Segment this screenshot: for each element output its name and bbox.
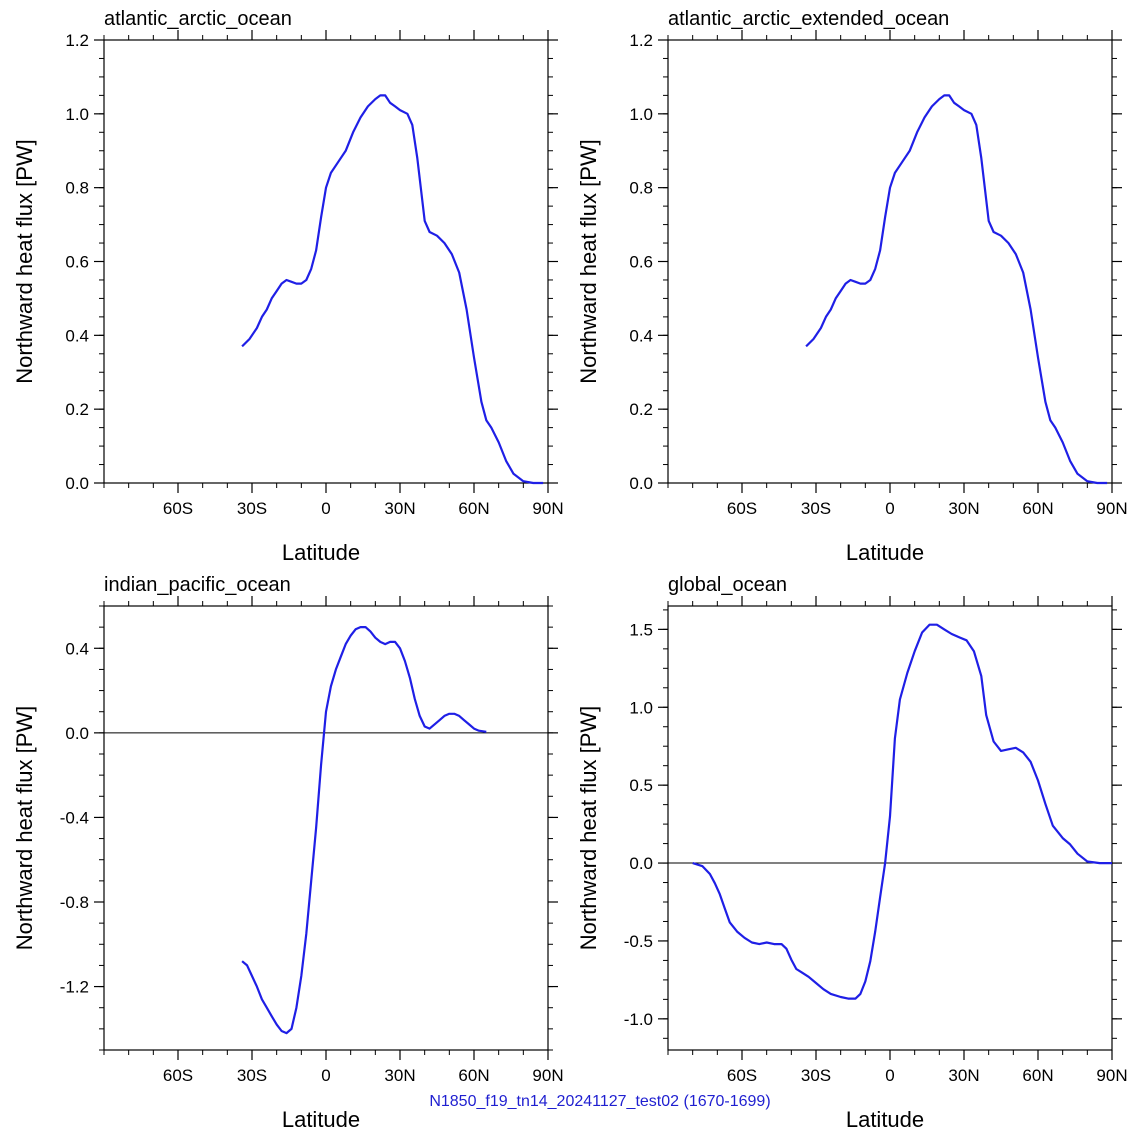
y-tick-label: 1.0 — [629, 698, 653, 717]
x-tick-label: 90N — [1096, 1066, 1127, 1085]
x-tick-label: 60N — [458, 1066, 489, 1085]
y-tick-label: 0.4 — [65, 326, 89, 345]
x-tick-label: 90N — [1096, 499, 1127, 518]
y-tick-label: -1.0 — [624, 1010, 653, 1029]
y-axis-label: Northward heat flux [PW] — [576, 139, 601, 384]
x-tick-label: 60S — [727, 499, 757, 518]
x-tick-label: 0 — [321, 1066, 330, 1085]
footer-caption: N1850_f19_tn14_20241127_test02 (1670-169… — [429, 1093, 770, 1110]
x-tick-label: 30S — [237, 499, 267, 518]
x-tick-label: 90N — [532, 499, 563, 518]
y-tick-label: 1.0 — [629, 105, 653, 124]
y-tick-label: 0.4 — [629, 326, 653, 345]
y-tick-label: 1.5 — [629, 620, 653, 639]
y-tick-label: 0.8 — [629, 179, 653, 198]
x-tick-label: 30S — [237, 1066, 267, 1085]
y-tick-label: 0.0 — [629, 854, 653, 873]
y-axis-label: Northward heat flux [PW] — [12, 706, 37, 951]
y-tick-label: 0.6 — [629, 253, 653, 272]
y-tick-label: 0.4 — [65, 639, 89, 658]
x-tick-label: 60S — [163, 499, 193, 518]
plot-frame — [103, 39, 549, 484]
y-tick-label: 0.0 — [65, 474, 89, 493]
y-tick-label: 1.2 — [65, 31, 89, 50]
x-tick-label: 0 — [885, 499, 894, 518]
y-tick-label: 0.2 — [629, 400, 653, 419]
chart-panel-atlantic-arctic-extended: 60S 30S 0 30N 60N 90N 0.0 0.2 0.4 0.6 0.8 1.0 1.2 atl… — [576, 8, 1128, 565]
x-axis-label: Latitude — [282, 540, 360, 565]
x-tick-label: 30S — [801, 1066, 831, 1085]
plot-frame — [103, 605, 549, 1051]
x-tick-label: 30N — [384, 499, 415, 518]
y-tick-label: -0.8 — [60, 893, 89, 912]
y-tick-label: 0.0 — [65, 724, 89, 743]
heat-flux-series-line — [241, 626, 487, 1035]
panel-title: atlantic_arctic_extended_ocean — [668, 8, 949, 30]
panel-title: indian_pacific_ocean — [104, 574, 291, 596]
x-tick-label: 30S — [801, 499, 831, 518]
y-tick-label: 0.0 — [629, 474, 653, 493]
heat-flux-series-line — [805, 94, 1108, 485]
y-tick-label: 0.2 — [65, 400, 89, 419]
y-tick-label: 0.5 — [629, 776, 653, 795]
x-tick-label: 60S — [727, 1066, 757, 1085]
panel-title: global_ocean — [668, 574, 787, 596]
y-tick-label: -0.4 — [60, 808, 89, 827]
x-tick-label: 0 — [885, 1066, 894, 1085]
x-tick-label: 0 — [321, 499, 330, 518]
x-axis-label: Latitude — [846, 540, 924, 565]
y-tick-label: 1.0 — [65, 105, 89, 124]
x-axis-label: Latitude — [282, 1107, 360, 1132]
y-axis-label: Northward heat flux [PW] — [576, 706, 601, 951]
y-tick-label: -0.5 — [624, 932, 653, 951]
y-tick-label: -1.2 — [60, 978, 89, 997]
plot-frame — [667, 605, 1113, 1051]
x-tick-label: 60N — [1022, 499, 1053, 518]
chart-panel-indian-pacific: 60S 30S 0 30N 60N 90N -1.2 -0.8 -0.4 0.0 0.4 indian… — [12, 574, 564, 1132]
x-tick-label: 90N — [532, 1066, 563, 1085]
heat-flux-series-line — [692, 623, 1112, 1000]
y-tick-label: 1.2 — [629, 31, 653, 50]
chart-panel-global: 60S 30S 0 30N 60N 90N -1.0 -0.5 0.0 0.5 1.0 1.5 glob… — [576, 574, 1128, 1132]
x-tick-label: 60N — [458, 499, 489, 518]
plot-frame — [667, 39, 1113, 484]
x-tick-label: 60N — [1022, 1066, 1053, 1085]
x-tick-label: 30N — [384, 1066, 415, 1085]
y-tick-label: 0.8 — [65, 179, 89, 198]
chart-panel-atlantic-arctic: 60S 30S 0 30N 60N 90N 0.0 0.2 0.4 0.6 0.8 1.0 1.2 atl… — [12, 8, 564, 565]
y-axis-label: Northward heat flux [PW] — [12, 139, 37, 384]
x-tick-label: 60S — [163, 1066, 193, 1085]
panel-title: atlantic_arctic_ocean — [104, 8, 292, 30]
x-axis-label: Latitude — [846, 1107, 924, 1132]
y-tick-label: 0.6 — [65, 253, 89, 272]
x-tick-label: 30N — [948, 1066, 979, 1085]
heat-flux-series-line — [241, 94, 544, 485]
x-tick-label: 30N — [948, 499, 979, 518]
